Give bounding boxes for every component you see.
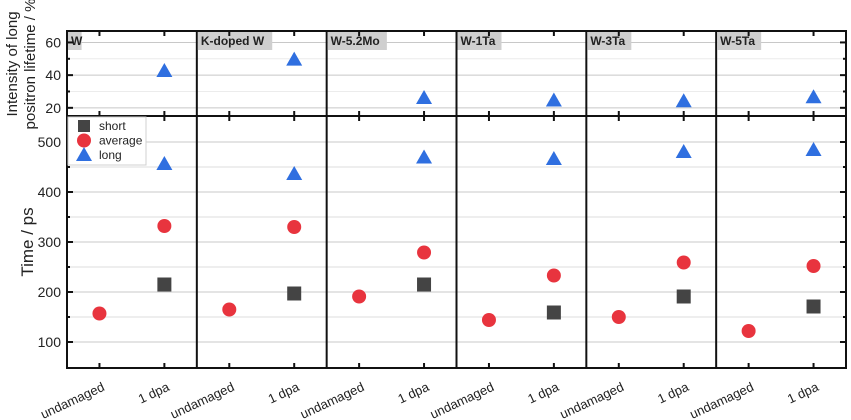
- panel-label-background: [457, 32, 502, 50]
- x-tick-label: 1 dpa: [655, 379, 692, 407]
- panel-label: W-5.2Mo: [327, 32, 387, 50]
- average-marker: [741, 324, 756, 338]
- legend-circle-icon: [77, 133, 91, 148]
- short-marker: [417, 277, 432, 292]
- average-marker: [611, 310, 626, 324]
- marks-layer: [92, 51, 822, 338]
- panel-label: W: [68, 32, 83, 50]
- long-marker: [805, 142, 822, 156]
- average-marker: [546, 268, 561, 283]
- panel-label-background: [68, 32, 82, 50]
- panel-label-text: W-3Ta: [590, 34, 625, 48]
- average-marker: [806, 259, 821, 273]
- panel-label-text: K-doped W: [201, 34, 265, 48]
- panel-label-text: W-5Ta: [720, 34, 755, 48]
- average-marker: [92, 306, 107, 321]
- legend-label-short: short: [99, 119, 126, 133]
- intensity-marker-w-1ta: [545, 92, 562, 107]
- x-tick-label: 1 dpa: [395, 379, 432, 407]
- legend-square-icon: [78, 120, 90, 132]
- panel-label-background: [327, 32, 387, 50]
- legend-triangle-icon: [76, 147, 92, 161]
- bottom-y-tick-label: 200: [38, 284, 62, 300]
- short-marker: [676, 289, 691, 304]
- intensity-marker-w-3ta: [675, 93, 692, 108]
- x-tick-label: undamaged: [298, 379, 367, 420]
- intensity-marker-w-5-2mo: [416, 90, 433, 105]
- panel-label-text: W-5.2Mo: [331, 34, 380, 48]
- axis-layer: 20 40 60 100 200 300 400 500 Intensity of long po…: [4, 0, 846, 420]
- long-marker: [416, 149, 433, 164]
- panel-label-background: [197, 32, 273, 50]
- short-marker: [806, 299, 821, 314]
- long-marker: [156, 156, 173, 170]
- top-y-axis-title-line2: positron lifetime / %: [22, 0, 39, 129]
- average-marker: [287, 220, 302, 234]
- panel-label: K-doped W: [197, 32, 273, 50]
- top-y-axis-title-line1: Intensity of long: [4, 11, 21, 116]
- bottom-y-tick-label: 300: [38, 234, 62, 250]
- x-tick-label: undamaged: [168, 379, 237, 420]
- panel-label: W-1Ta: [457, 32, 502, 50]
- legend-label-average: average: [99, 134, 143, 148]
- bottom-y-axis-title: Time / ps: [18, 207, 37, 276]
- panel-label: W-5Ta: [717, 32, 762, 50]
- long-marker: [545, 151, 562, 165]
- intensity-marker-w-5ta: [805, 89, 822, 104]
- average-marker: [157, 219, 172, 233]
- bottom-y-tick-label: 400: [38, 184, 62, 200]
- frame-layer: [66, 30, 847, 369]
- top-y-tick-label: 60: [45, 34, 61, 50]
- average-marker: [352, 289, 367, 304]
- long-marker: [286, 166, 303, 180]
- short-marker: [546, 305, 561, 320]
- long-marker: [675, 144, 692, 158]
- x-tick-label: undamaged: [687, 379, 756, 420]
- x-tick-label: 1 dpa: [266, 379, 303, 407]
- short-marker: [157, 277, 172, 292]
- legend-label-long: long: [99, 148, 122, 162]
- panel-label-background: [587, 32, 632, 50]
- x-tick-label: 1 dpa: [136, 379, 173, 407]
- panel-labels: W K-doped W W-5.2Mo W-1Ta W-3Ta W-5Ta: [68, 32, 762, 50]
- intensity-marker-k-doped-w: [286, 51, 303, 66]
- intensity-marker-w: [156, 63, 173, 78]
- x-tick-label: 1 dpa: [785, 379, 822, 407]
- top-y-tick-label: 40: [45, 67, 61, 83]
- average-marker: [676, 255, 691, 270]
- x-tick-label: undamaged: [557, 379, 626, 420]
- bottom-y-tick-label: 100: [38, 334, 62, 350]
- panel-label-background: [717, 32, 762, 50]
- panel-label: W-3Ta: [587, 32, 632, 50]
- average-marker: [222, 302, 237, 317]
- top-y-tick-label: 20: [45, 100, 61, 116]
- bottom-y-tick-label: 500: [38, 134, 62, 150]
- x-tick-label: 1 dpa: [525, 379, 562, 407]
- short-marker: [287, 286, 302, 301]
- average-marker: [417, 245, 432, 260]
- x-tick-label: undamaged: [428, 379, 497, 420]
- panel-label-text: W: [71, 34, 83, 48]
- panel-label-text: W-1Ta: [461, 34, 496, 48]
- average-marker: [481, 313, 496, 327]
- x-tick-label: undamaged: [38, 379, 107, 420]
